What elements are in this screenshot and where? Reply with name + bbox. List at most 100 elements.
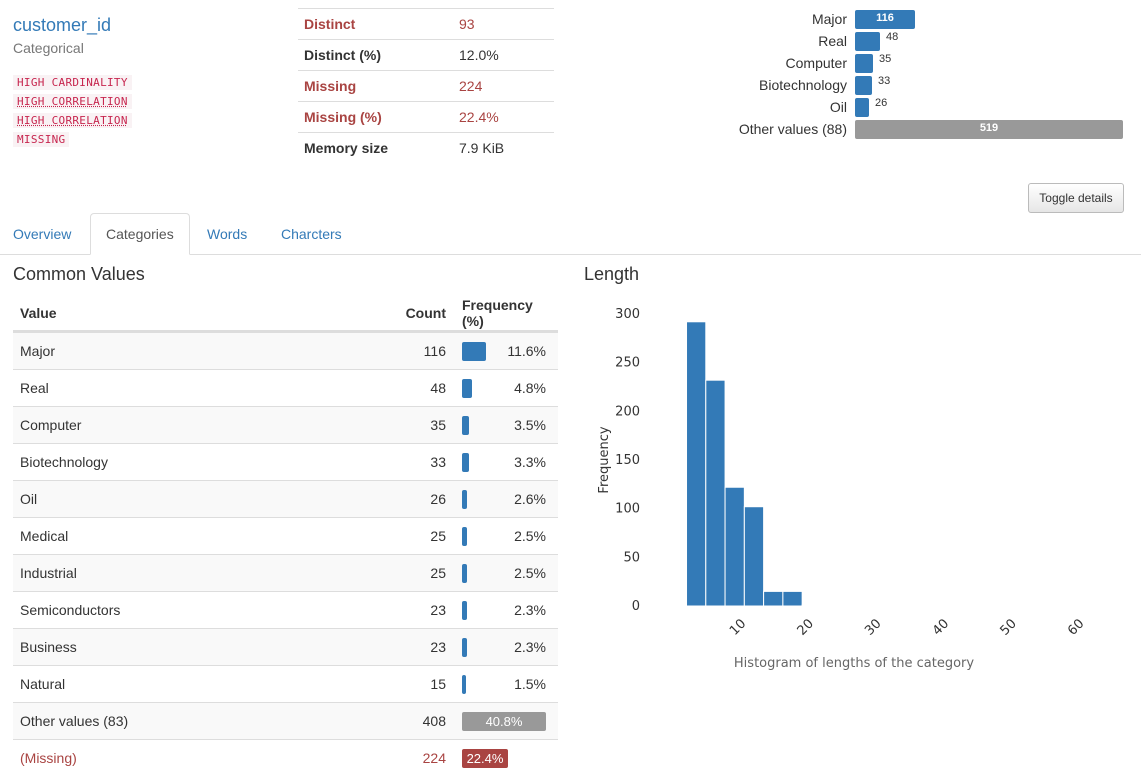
stats-label: Memory size <box>304 140 389 156</box>
tab-categories[interactable]: Categories <box>90 213 190 255</box>
frequency-bar <box>462 638 467 657</box>
row-value: (Missing) <box>20 750 77 766</box>
row-frequency: 2.5% <box>446 518 558 554</box>
histogram-bar <box>840 604 861 607</box>
x-tick-label: 30 <box>862 616 884 638</box>
row-count: 25 <box>430 565 446 581</box>
row-count: 26 <box>430 491 446 507</box>
row-count: 23 <box>430 602 446 618</box>
mini-freq-count: 116 <box>876 12 894 24</box>
histogram-bar <box>859 604 880 607</box>
alert-missing: MISSING <box>13 132 70 147</box>
mini-freq-label: Biotechnology <box>759 77 847 93</box>
y-tick-label: 150 <box>615 453 640 468</box>
mini-freq-bar <box>855 10 915 29</box>
stats-label: Distinct (%) <box>304 47 381 63</box>
x-tick-label: 60 <box>1065 616 1087 638</box>
alerts-list: HIGH CARDINALITY HIGH CORRELATION HIGH C… <box>13 75 132 151</box>
mini-freq-row: Major 116 <box>640 9 1130 31</box>
mini-freq-count: 33 <box>878 75 891 87</box>
tab-characters[interactable]: Charcters <box>281 226 342 242</box>
row-value: Real <box>20 380 49 396</box>
table-row: Semiconductors 23 2.3% <box>13 591 558 628</box>
mini-freq-bar <box>855 32 880 51</box>
header-count[interactable]: Count <box>405 304 446 321</box>
histogram-bar <box>743 506 765 607</box>
row-value: Semiconductors <box>20 602 121 618</box>
x-tick-label: 50 <box>997 616 1019 638</box>
stats-value: 93 <box>459 16 475 32</box>
row-value: Natural <box>20 676 66 692</box>
table-row: Biotechnology 33 3.3% <box>13 443 558 480</box>
row-value: Computer <box>20 417 82 433</box>
stats-row: Distinct (%) 12.0% <box>298 39 554 70</box>
table-row: Major 116 11.6% <box>13 332 558 369</box>
histogram-bar <box>782 590 803 607</box>
mini-freq-count: 519 <box>979 122 999 134</box>
row-frequency: 3.5% <box>446 407 558 443</box>
stats-label: Missing <box>304 78 357 94</box>
alert-high-cardinality: HIGH CARDINALITY <box>13 75 132 90</box>
mini-freq-label: Major <box>811 11 847 27</box>
row-frequency: 2.3% <box>446 592 558 628</box>
y-tick-label: 200 <box>615 404 640 419</box>
frequency-percent: 3.5% <box>514 417 546 433</box>
frequency-percent: 40.8% <box>485 714 523 729</box>
row-value: Oil <box>20 491 38 507</box>
row-frequency: 2.6% <box>446 481 558 517</box>
row-count: 23 <box>430 639 446 655</box>
table-row: Industrial 25 2.5% <box>13 554 558 591</box>
row-count: 224 <box>422 750 446 766</box>
frequency-bar <box>462 749 508 768</box>
histogram-svg: 0 50 100 150 200 250 300 10 20 30 40 50 60 Frequency H… <box>597 307 1087 671</box>
stats-row: Missing (%) 22.4% <box>298 101 554 132</box>
frequency-percent: 11.6% <box>507 343 546 359</box>
header-frequency[interactable]: Frequency (%) <box>462 296 533 329</box>
frequency-bar <box>462 490 467 509</box>
frequency-bar <box>462 712 546 731</box>
header-value[interactable]: Value <box>20 304 57 321</box>
variable-name: customer_id <box>13 15 112 35</box>
mini-freq-row: Biotechnology 33 <box>640 75 1130 97</box>
mini-frequency-chart: Major 116 Real 48 Computer 35 Biotechnology 33 O… <box>640 9 1130 141</box>
y-tick-label: 250 <box>615 356 640 371</box>
histogram-bar <box>686 321 707 607</box>
alert-high-correlation[interactable]: HIGH CORRELATION <box>13 113 132 128</box>
y-tick-label: 0 <box>632 599 640 614</box>
stats-label: Missing (%) <box>304 109 382 125</box>
row-count: 35 <box>430 417 446 433</box>
table-row: (Missing) 224 22.4% <box>13 739 558 776</box>
histogram-bar <box>1054 604 1075 607</box>
mini-freq-bar <box>855 120 1123 139</box>
stats-value: 7.9 KiB <box>459 140 505 156</box>
frequency-percent: 4.8% <box>514 380 546 396</box>
mini-freq-count: 48 <box>886 31 899 43</box>
frequency-bar <box>462 675 466 694</box>
mini-freq-bar <box>855 98 869 117</box>
tab-overview[interactable]: Overview <box>13 226 72 242</box>
row-frequency: 22.4% <box>446 740 558 776</box>
tab-words[interactable]: Words <box>207 226 248 242</box>
x-tick-label: 40 <box>930 616 952 638</box>
row-value: Biotechnology <box>20 454 108 470</box>
y-tick-label: 100 <box>615 502 640 517</box>
toggle-details-button[interactable]: Toggle details <box>1028 183 1124 213</box>
frequency-percent: 2.3% <box>514 639 546 655</box>
alert-high-correlation[interactable]: HIGH CORRELATION <box>13 94 132 109</box>
mini-freq-label: Computer <box>785 55 847 71</box>
variable-type: Categorical <box>13 40 84 56</box>
frequency-bar <box>462 379 472 398</box>
histogram-bar <box>976 604 998 607</box>
table-header: Value Count Frequency (%) <box>13 295 558 332</box>
tabs-divider <box>0 254 1141 255</box>
row-value: Industrial <box>20 565 77 581</box>
histogram-bar <box>705 379 726 607</box>
row-count: 15 <box>430 676 446 692</box>
stats-label: Distinct <box>304 16 356 32</box>
mini-freq-row: Oil 26 <box>640 97 1130 119</box>
stats-value: 12.0% <box>459 47 499 63</box>
mini-freq-label: Real <box>818 33 847 49</box>
common-values-title: Common Values <box>13 264 145 284</box>
row-frequency: 11.6% <box>446 333 558 369</box>
row-count: 33 <box>430 454 446 470</box>
